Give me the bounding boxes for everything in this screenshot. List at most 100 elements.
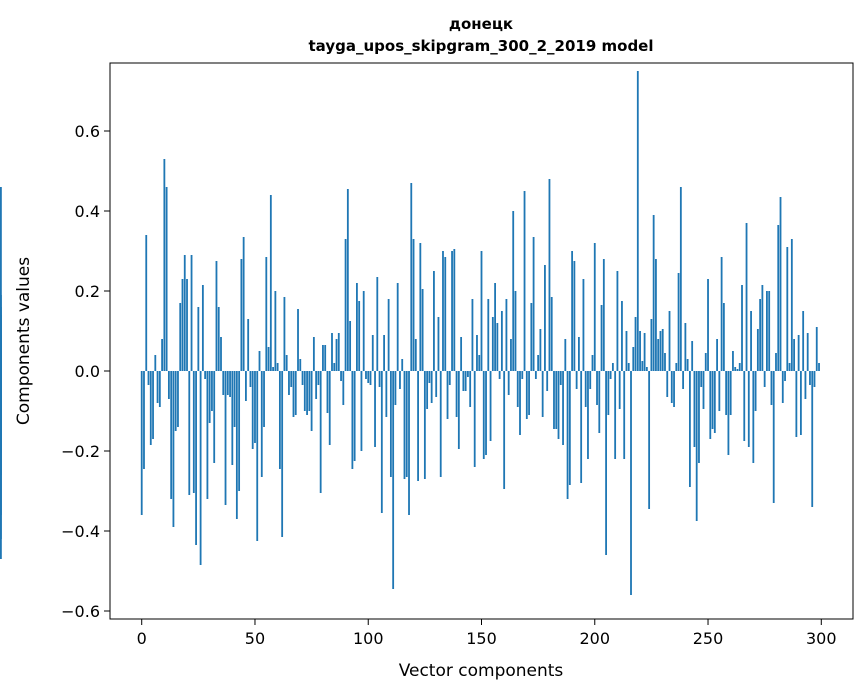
x-tick-label: 50	[245, 629, 265, 648]
y-tick-label: 0.2	[75, 282, 100, 301]
bar-135	[446, 371, 449, 419]
bar-148	[476, 335, 478, 371]
bar-59	[274, 291, 277, 371]
bar-149	[478, 355, 481, 371]
y-tick-label: −0.2	[61, 442, 100, 461]
bar-256	[720, 257, 723, 371]
bar-275	[763, 371, 766, 387]
bar-136	[448, 371, 451, 385]
bar-164	[512, 211, 515, 371]
bar-150	[480, 251, 483, 371]
bar-43	[238, 371, 241, 491]
bar-211	[618, 371, 621, 409]
bar-124	[421, 289, 424, 371]
bar-161	[505, 299, 508, 371]
bar-102	[371, 335, 374, 371]
bar-295	[809, 371, 811, 385]
bar-111	[392, 371, 395, 589]
bar-99	[365, 371, 367, 379]
bar-163	[510, 339, 512, 371]
bar-57	[269, 195, 272, 371]
x-tick-label: 0	[137, 629, 147, 648]
bar-101	[369, 371, 372, 385]
bar-109	[387, 299, 390, 371]
bar-130	[435, 371, 438, 397]
bar-132	[439, 371, 442, 477]
bar-23	[192, 371, 195, 493]
bar-248	[702, 371, 705, 409]
bar-160	[503, 371, 506, 489]
bar-62	[281, 371, 284, 537]
y-tick-label: −0.6	[61, 602, 100, 621]
bar-255	[718, 371, 721, 411]
bar-90	[344, 239, 347, 371]
bar-238	[679, 187, 682, 371]
bar-67	[292, 371, 295, 417]
bar-194	[580, 371, 583, 483]
bar-20	[186, 279, 188, 371]
bar-75	[310, 371, 313, 431]
bar-283	[781, 371, 784, 403]
bar-113	[396, 283, 399, 371]
bar-89	[342, 371, 345, 405]
bar-9	[161, 339, 163, 371]
bar-249	[704, 353, 707, 371]
bar-264	[738, 363, 741, 371]
bar-167	[519, 371, 521, 435]
bar-16	[177, 371, 179, 427]
x-tick-label: 300	[806, 629, 837, 648]
bar-140	[457, 371, 460, 449]
bar-118	[408, 371, 410, 515]
bar-66	[290, 371, 293, 387]
bar-106	[380, 371, 383, 513]
x-tick-label: 150	[466, 629, 497, 648]
bar-153	[487, 299, 490, 371]
bar-156	[494, 283, 496, 371]
bar-236	[675, 363, 678, 371]
y-tick-label: 0.4	[75, 202, 100, 221]
bar-297	[813, 371, 816, 387]
bar-173	[532, 237, 535, 371]
bar-13	[170, 371, 173, 499]
bar-184	[557, 371, 560, 439]
bar-21	[188, 371, 191, 495]
bar-58	[272, 367, 274, 371]
bar-55	[265, 257, 268, 371]
bars-group	[0, 71, 820, 595]
bar-11	[165, 187, 168, 371]
bar-39	[229, 371, 231, 397]
bar-36	[222, 371, 225, 395]
bar-26	[199, 371, 202, 565]
bar-4	[149, 371, 152, 445]
bar-138	[453, 249, 456, 371]
bar-227	[655, 259, 657, 371]
bar-10	[163, 159, 166, 371]
bar-35	[220, 337, 222, 371]
bar-168	[521, 371, 524, 379]
bar-201	[596, 371, 598, 405]
bar-237	[677, 273, 680, 371]
bar-265	[741, 285, 743, 371]
bar-200	[593, 243, 596, 371]
bar-299	[818, 363, 820, 371]
bar-223	[645, 367, 648, 371]
bar-259	[727, 371, 730, 455]
bar-281	[777, 225, 780, 371]
bar-47	[247, 319, 250, 371]
bar-204	[602, 259, 605, 371]
bar-271	[754, 371, 757, 411]
bar-181	[550, 297, 553, 371]
bar-166	[516, 371, 519, 407]
bar-97	[360, 371, 363, 451]
bar-15	[174, 371, 177, 431]
bar-286	[788, 363, 791, 371]
bar-258	[725, 371, 728, 415]
bar-19	[183, 255, 186, 371]
bar-202	[598, 371, 601, 433]
bar-88	[340, 371, 342, 381]
bar-107	[383, 335, 385, 371]
bar-188	[566, 371, 569, 499]
bar-110	[389, 371, 392, 477]
bar-32	[213, 371, 216, 463]
bar-131	[437, 317, 440, 371]
